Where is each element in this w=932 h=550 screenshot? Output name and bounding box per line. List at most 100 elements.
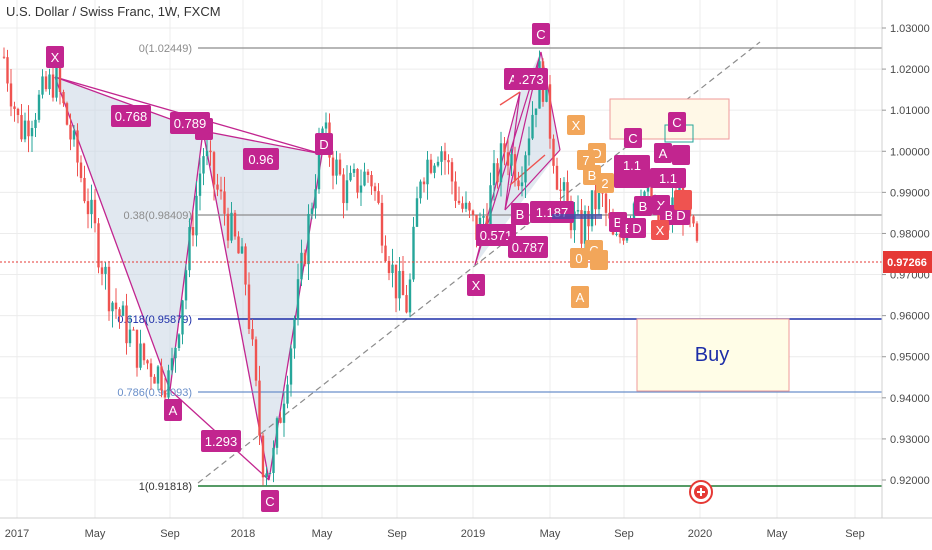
candle-body (384, 245, 387, 261)
ratio-0571: 0.571 (480, 228, 513, 243)
point-label-a3: A (576, 290, 585, 305)
candle-body (167, 370, 170, 398)
price-tick-label: 1.01000 (890, 105, 930, 117)
candle-body (184, 270, 188, 301)
candle-body (114, 302, 118, 310)
candle-body (149, 363, 153, 377)
svg-text:C: C (672, 115, 681, 130)
harmonic-pattern-2017 (54, 76, 323, 481)
candle-body (517, 180, 520, 187)
point-label-a2: A (509, 72, 518, 87)
ratio-labels: 0.768 0.789 0.96 1.293 .273 0.571 0.787 … (111, 68, 574, 452)
svg-text:0: 0 (575, 251, 582, 266)
candle-body (65, 103, 69, 125)
fib-level-0786: 0.786(0.94093) (117, 387, 192, 399)
fib-level-0618: 0.618(0.95879) (117, 314, 192, 326)
time-axis[interactable]: 2017 May Sep 2018 May Sep 2019 May Sep 2020 May Sep (5, 528, 865, 540)
candle-body (223, 191, 226, 214)
fib-levels[interactable]: 0(1.02449) 0.38(0.98409) 0.618(0.95879) … (117, 43, 882, 493)
candle-body (146, 360, 149, 364)
point-label-b2: B (516, 207, 525, 222)
candle-body (314, 189, 317, 209)
candle-body (279, 418, 282, 423)
candle-body (230, 212, 233, 241)
candle-body (534, 108, 538, 115)
candle-body (471, 210, 475, 215)
candle-body (244, 246, 247, 285)
candle-body (590, 190, 594, 227)
candle-body (489, 185, 492, 225)
svg-text:A: A (659, 146, 668, 161)
candle-body (496, 163, 499, 183)
candle-body (562, 182, 566, 191)
price-tick-label: 0.98000 (890, 228, 930, 240)
candle-body (233, 212, 237, 237)
candle-body (181, 300, 184, 335)
candle-body (16, 108, 20, 116)
time-tick-label: 2019 (461, 528, 485, 540)
candle-body (310, 208, 314, 214)
candle-body (20, 115, 23, 140)
candle-body (342, 174, 345, 204)
candle-body (139, 343, 142, 368)
candle-body (573, 211, 576, 231)
candle-body (86, 201, 90, 215)
candle-body (352, 169, 356, 173)
candle-body (391, 264, 394, 274)
candle-body (552, 138, 555, 166)
svg-text:B: B (588, 168, 597, 183)
candle-body (205, 150, 209, 157)
buy-zone-box[interactable] (636, 318, 790, 392)
svg-text:C: C (628, 131, 637, 146)
candle-body (457, 200, 461, 204)
candle-body (76, 130, 79, 163)
candle-body (394, 264, 398, 299)
time-tick-label: Sep (387, 528, 407, 540)
candle-body (100, 267, 104, 274)
candle-body (191, 227, 195, 236)
price-tick-label: 1.02000 (890, 64, 930, 76)
candle-body (447, 160, 450, 163)
candle-body (461, 203, 464, 209)
candle-body (90, 199, 93, 215)
candle-body (436, 161, 440, 166)
candle-body (657, 203, 660, 231)
time-tick-label: Sep (614, 528, 634, 540)
point-label-c2: C (536, 27, 545, 42)
candle-body (188, 227, 191, 271)
candle-body (583, 210, 587, 244)
candle-body (261, 435, 265, 478)
candle-body (51, 74, 55, 98)
candle-body (363, 171, 366, 186)
candle-body (377, 191, 380, 203)
candle-body (370, 174, 373, 187)
time-tick-label: 2020 (688, 528, 712, 540)
candle-body (163, 390, 167, 398)
ratio-0273: .273 (518, 72, 543, 87)
candle-body (69, 124, 72, 140)
candle-body (265, 473, 268, 478)
candle-body (594, 190, 597, 210)
candle-body (268, 472, 272, 474)
candle-body (72, 130, 76, 140)
svg-text:7: 7 (582, 153, 589, 168)
candle-body (433, 165, 436, 173)
candle-body (237, 236, 240, 254)
candle-body (125, 305, 128, 344)
candle-body (646, 187, 650, 192)
candle-body (366, 171, 370, 175)
candle-body (604, 193, 608, 213)
point-label-a1: A (169, 403, 178, 418)
candle-body (380, 202, 384, 246)
candle-body (412, 226, 415, 280)
time-tick-label: May (767, 528, 788, 540)
price-tick-label: 0.96000 (890, 311, 930, 323)
candle-body (2, 56, 6, 58)
candle-body (202, 156, 205, 174)
candle-body (23, 120, 27, 140)
candle-body (520, 182, 524, 187)
candle-body (387, 260, 391, 274)
candle-body (153, 376, 156, 384)
alert-icon[interactable] (689, 480, 713, 504)
